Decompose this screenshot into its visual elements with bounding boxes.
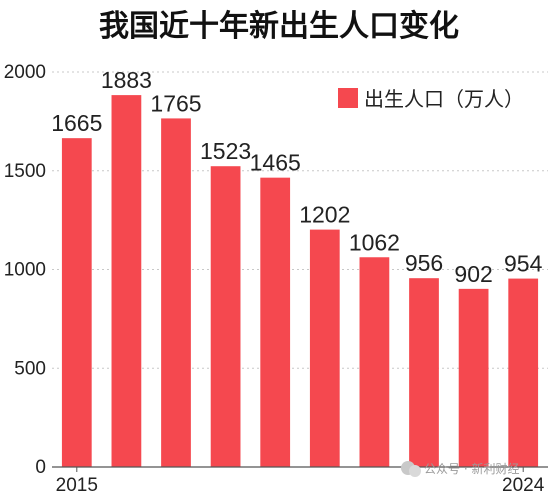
watermark-text: 公众号 · 新利财经 <box>424 461 519 476</box>
bar-2021 <box>359 257 390 467</box>
x-tick-label: 2015 <box>56 475 98 493</box>
chart-title: 我国近十年新出生人口变化 <box>99 9 459 44</box>
bar-2016 <box>111 95 142 468</box>
y-tick-label: 500 <box>14 358 46 379</box>
bar-2018 <box>210 166 241 467</box>
bar-2017 <box>161 118 191 467</box>
bar-2019 <box>260 177 291 467</box>
data-label: 1465 <box>250 150 301 176</box>
bar-2020 <box>309 229 340 467</box>
data-label: 1765 <box>150 90 201 116</box>
bar-2024 <box>508 278 539 467</box>
data-label: 1883 <box>101 67 152 93</box>
y-axis-ticks: 0 500 1000 1500 2000 <box>4 62 46 478</box>
y-tick-label: 1500 <box>4 161 46 182</box>
legend-swatch <box>338 88 358 108</box>
data-label: 1202 <box>299 202 350 228</box>
x-axis-ticks: 2015 2024 <box>56 467 545 493</box>
y-tick-label: 2000 <box>4 62 46 83</box>
legend-label: 出生人口（万人） <box>364 87 524 111</box>
wechat-icon-bubble <box>409 465 421 477</box>
bar-2023 <box>458 288 489 467</box>
data-label: 956 <box>405 250 443 276</box>
bar-2015 <box>61 138 92 467</box>
y-tick-label: 0 <box>35 457 46 478</box>
data-label: 1523 <box>200 138 251 164</box>
watermark: 公众号 · 新利财经 <box>401 461 519 477</box>
x-tick-label: 2024 <box>502 475 545 493</box>
y-tick-label: 1000 <box>4 260 46 281</box>
data-label: 1062 <box>349 229 400 255</box>
legend: 出生人口（万人） <box>338 87 524 111</box>
data-label: 902 <box>454 261 492 287</box>
data-label: 1665 <box>51 110 102 136</box>
data-label: 954 <box>504 251 543 277</box>
bars-group <box>61 95 539 468</box>
bar-2022 <box>409 278 439 467</box>
